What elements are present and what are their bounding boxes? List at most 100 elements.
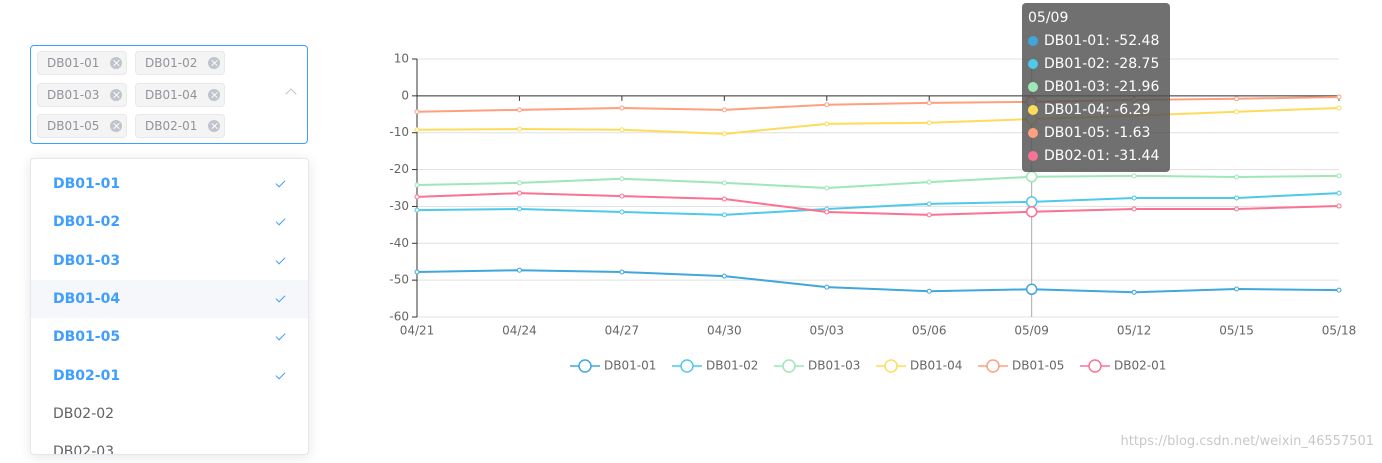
point xyxy=(619,269,625,275)
legend-label: DB01-05 xyxy=(1012,359,1064,373)
point xyxy=(1336,173,1342,179)
tag-close[interactable] xyxy=(208,88,220,101)
point xyxy=(619,176,625,182)
point xyxy=(1336,190,1342,196)
tag[interactable]: DB01-02 xyxy=(135,51,225,75)
point xyxy=(516,107,522,113)
point xyxy=(516,190,522,196)
option[interactable]: DB01-04 xyxy=(31,279,308,318)
tag-label: DB01-04 xyxy=(145,87,198,102)
point xyxy=(1234,96,1240,102)
point xyxy=(516,126,522,132)
point xyxy=(1234,286,1240,292)
tag[interactable]: DB02-01 xyxy=(135,114,225,138)
tag-label: DB01-05 xyxy=(47,119,100,133)
tag-label: DB01-02 xyxy=(145,56,198,70)
option-label: DB01-02 xyxy=(53,214,121,231)
tag-close[interactable] xyxy=(208,57,220,69)
tag-close[interactable] xyxy=(208,120,220,132)
tooltip-text: DB01-01: -52.48 xyxy=(1044,33,1160,49)
point xyxy=(824,121,830,127)
point xyxy=(721,131,727,137)
legend-label: DB01-02 xyxy=(706,359,758,373)
point xyxy=(414,127,420,133)
y-tick-label: -10 xyxy=(389,125,409,139)
tooltip-dot xyxy=(1028,128,1038,138)
point xyxy=(926,100,932,106)
check-icon xyxy=(275,177,286,188)
tag-label: DB01-01 xyxy=(47,56,100,70)
check-icon xyxy=(275,254,286,265)
tooltip-text: DB01-02: -28.75 xyxy=(1044,56,1160,72)
legend-label: DB01-01 xyxy=(604,359,656,373)
tag-close[interactable] xyxy=(110,120,122,132)
point xyxy=(926,212,932,218)
point xyxy=(824,209,830,215)
point xyxy=(1131,173,1137,179)
point xyxy=(721,196,727,202)
point xyxy=(721,180,727,186)
option[interactable]: DB02-01 xyxy=(31,357,308,395)
point xyxy=(1336,94,1342,100)
x-tick-label: 04/27 xyxy=(605,324,640,338)
option[interactable]: DB02-03 xyxy=(31,433,308,455)
legend-label: DB02-01 xyxy=(1114,359,1166,373)
x-tick-label: 05/15 xyxy=(1219,324,1254,338)
x-tick-label: 05/12 xyxy=(1117,324,1152,338)
point xyxy=(824,284,830,290)
point xyxy=(1131,195,1137,201)
point xyxy=(1025,283,1038,296)
option-label: DB01-04 xyxy=(53,290,121,307)
point xyxy=(619,127,625,133)
check-icon xyxy=(275,369,286,379)
legend-icon xyxy=(680,359,694,373)
tooltip-text: DB01-03: -21.96 xyxy=(1044,79,1160,95)
point xyxy=(1234,206,1240,212)
series-line xyxy=(416,95,1340,113)
point xyxy=(824,102,830,108)
option[interactable]: DB01-05 xyxy=(31,318,308,356)
tag[interactable]: DB01-01 xyxy=(37,51,127,75)
point xyxy=(926,288,932,294)
check-icon xyxy=(275,330,286,341)
tag-label: DB01-03 xyxy=(47,87,100,102)
option-label: DB02-03 xyxy=(53,444,115,455)
y-tick-label: -20 xyxy=(389,162,409,176)
point xyxy=(1025,196,1038,208)
option[interactable]: DB01-01 xyxy=(31,165,308,203)
point xyxy=(619,209,625,215)
tooltip-title: 05/09 xyxy=(1028,10,1069,26)
legend-icon xyxy=(986,359,1000,373)
tooltip-row: DB01-05: -1.63 xyxy=(1028,125,1150,141)
tooltip-dot xyxy=(1028,82,1038,92)
multi-select[interactable]: DB01-01 DB01-02 DB01-03 DB01-04 DB01-05 DB02-… xyxy=(30,45,308,144)
point xyxy=(516,206,522,212)
tag-close[interactable] xyxy=(110,88,122,101)
point xyxy=(1025,205,1038,218)
option[interactable]: DB02-02 xyxy=(31,395,308,433)
tag[interactable]: DB01-05 xyxy=(37,114,127,138)
series-line xyxy=(416,269,1340,294)
point xyxy=(824,185,830,191)
x-tick-label: 05/09 xyxy=(1014,324,1049,338)
tag[interactable]: DB01-03 xyxy=(37,82,127,107)
point xyxy=(516,180,522,186)
point xyxy=(1025,171,1038,183)
tag[interactable]: DB01-04 xyxy=(135,82,225,107)
tag-close[interactable] xyxy=(110,57,122,69)
x-tick-label: 04/30 xyxy=(707,324,742,338)
dropdown: DB01-01 DB01-02 DB01-03 DB01-04 DB01-05 DB02-… xyxy=(30,158,309,455)
y-tick-label: -40 xyxy=(389,236,409,250)
tooltip-dot xyxy=(1028,59,1038,69)
point xyxy=(1131,289,1137,295)
point xyxy=(414,207,420,213)
option[interactable]: DB01-03 xyxy=(31,242,308,280)
option[interactable]: DB01-02 xyxy=(31,203,308,241)
point xyxy=(1336,287,1342,293)
legend-label: DB01-04 xyxy=(910,359,962,373)
option-label: DB02-02 xyxy=(53,405,115,422)
tooltip: 05/09 DB01-01: -52.48 DB01-02: -28.75 DB01-… xyxy=(1022,3,1170,172)
select-arrow[interactable] xyxy=(285,88,297,100)
point xyxy=(1131,206,1137,212)
x-tick-label: 05/03 xyxy=(809,324,844,338)
